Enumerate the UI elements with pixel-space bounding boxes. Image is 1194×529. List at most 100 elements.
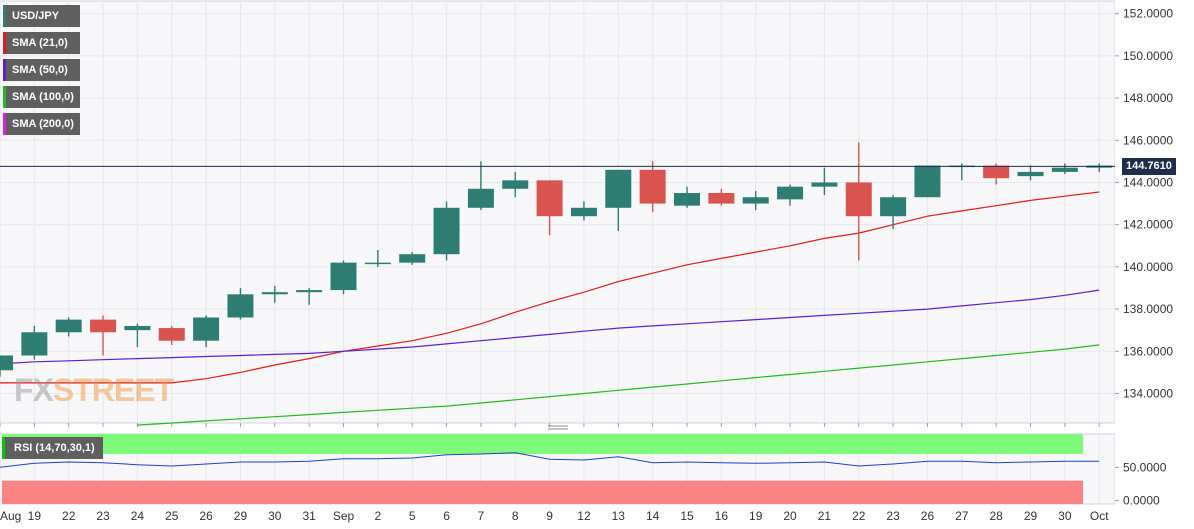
rsi-line [0, 452, 1100, 468]
rsi-oversold-zone [2, 480, 1083, 504]
x-tick-label: 29 [1024, 509, 1038, 523]
x-tick-label: 22 [62, 509, 76, 523]
y-tick-label: 146.0000 [1123, 133, 1173, 147]
legend-swatch [3, 86, 6, 108]
x-tick-label: 15 [680, 509, 694, 523]
candle-body [914, 165, 941, 198]
x-tick-label: 30 [1058, 509, 1072, 523]
candle-body [261, 292, 288, 295]
rsi-label: RSI (14,70,30,1) [14, 442, 95, 454]
candle [536, 180, 563, 236]
x-tick-label: Oct [1090, 509, 1109, 523]
candle [914, 165, 941, 198]
x-tick-label: 12 [577, 509, 591, 523]
x-tick-label: 5 [409, 509, 416, 523]
x-tick-label: 20 [783, 509, 797, 523]
rsi-y-tick-label: 0.0000 [1123, 494, 1160, 508]
y-tick-label: 136.0000 [1123, 344, 1173, 358]
candle [605, 169, 632, 231]
candle [124, 323, 151, 348]
candle-body [124, 325, 151, 331]
candle [639, 161, 666, 212]
x-tick-label: 16 [715, 509, 729, 523]
x-tick-label: 28 [989, 509, 1003, 523]
legend-swatch [3, 113, 6, 135]
candle [570, 201, 597, 221]
candle [158, 325, 185, 345]
x-tick-label: Sep [333, 509, 355, 523]
x-tick-label: 22 [852, 509, 866, 523]
rsi-y-tick-label: 50.0000 [1123, 460, 1167, 474]
rsi-overbought-zone [2, 434, 1083, 454]
candle [845, 142, 872, 261]
candle-body [742, 197, 769, 204]
indicator-legend: USD/JPY SMA (21,0) SMA (50,0) SMA (100,0… [3, 5, 80, 140]
x-tick-label: 30 [268, 509, 282, 523]
legend-sma-200[interactable]: SMA (200,0) [3, 113, 80, 135]
x-tick-label: 14 [646, 509, 660, 523]
candle-body [158, 328, 185, 341]
legend-label: SMA (21,0) [12, 37, 68, 49]
candle [55, 317, 82, 337]
y-axis-bg [1115, 0, 1194, 529]
candle-body [570, 207, 597, 217]
y-tick-label: 152.0000 [1123, 7, 1173, 21]
candle-body [330, 262, 357, 291]
legend-swatch [3, 59, 6, 81]
candle [674, 186, 700, 208]
x-tick-label: 26 [921, 509, 935, 523]
candle [467, 161, 494, 210]
candle [21, 325, 48, 360]
legend-swatch [3, 32, 6, 54]
candle-body [193, 317, 220, 341]
y-tick-label: 138.0000 [1123, 302, 1173, 316]
candle-body [845, 182, 872, 217]
y-tick-label: 144.0000 [1123, 175, 1173, 189]
x-tick-label: 13 [612, 509, 626, 523]
x-tick-label: 23 [886, 509, 900, 523]
candle [0, 355, 13, 377]
rsi-legend[interactable]: RSI (14,70,30,1) [2, 437, 103, 459]
candle-body [777, 186, 804, 200]
candle-body [399, 254, 426, 263]
legend-label: USD/JPY [12, 10, 60, 22]
candle [1017, 165, 1044, 181]
candle [708, 188, 735, 206]
current-price-tag: 144.7610 [1122, 158, 1176, 175]
legend-label: SMA (200,0) [12, 118, 74, 130]
sma-line [0, 289, 1100, 365]
legend-label: SMA (100,0) [12, 91, 74, 103]
y-tick-label: 150.0000 [1123, 49, 1173, 63]
candle [433, 201, 460, 261]
candle-body [467, 188, 494, 208]
candle-body [502, 180, 529, 189]
x-tick-label: 27 [955, 509, 969, 523]
candle-body [21, 332, 48, 356]
candle [330, 260, 357, 295]
candle [261, 285, 288, 303]
x-tick-label: 2 [375, 509, 382, 523]
candle-body [364, 262, 391, 265]
legend-sma-100[interactable]: SMA (100,0) [3, 86, 80, 108]
x-tick-label: 25 [165, 509, 179, 523]
logo-fx: FX [14, 372, 54, 408]
rsi-swatch [2, 437, 5, 459]
legend-sma-21[interactable]: SMA (21,0) [3, 32, 80, 54]
candle [983, 163, 1010, 185]
candle [296, 287, 323, 305]
candle-body [90, 319, 117, 333]
candle-body [433, 207, 460, 255]
x-tick-label: Aug [0, 509, 21, 523]
x-tick-label: 19 [28, 509, 42, 523]
y-tick-label: 148.0000 [1123, 91, 1173, 105]
candle [1051, 163, 1078, 175]
candle [193, 315, 220, 348]
candle-body [983, 165, 1010, 179]
candle-body [0, 355, 13, 371]
legend-sma-50[interactable]: SMA (50,0) [3, 59, 80, 81]
x-tick-label: 26 [199, 509, 213, 523]
legend-usdjpy[interactable]: USD/JPY [3, 5, 80, 27]
candle-body [1017, 171, 1044, 177]
candle-body [1051, 167, 1078, 172]
